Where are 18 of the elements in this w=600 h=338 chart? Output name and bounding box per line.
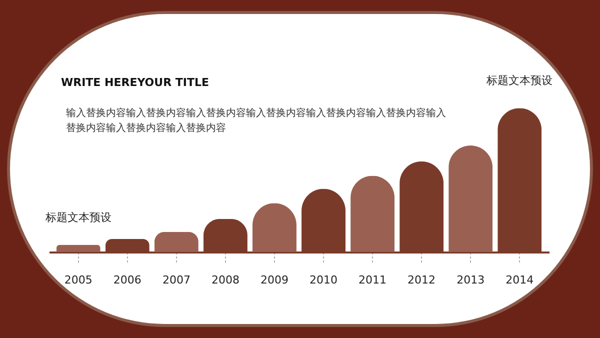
x-tick-label: 2008	[211, 274, 240, 286]
x-tick-label: 2012	[408, 274, 436, 286]
bar	[448, 146, 493, 252]
x-tick-label: 2009	[260, 274, 288, 286]
x-tick-label: 2005	[64, 274, 92, 286]
x-tick-label: 2010	[310, 274, 338, 286]
bar	[154, 232, 198, 252]
bar	[56, 244, 100, 252]
x-tick-label: 2011	[358, 274, 387, 286]
annotation: 标题文本预设	[44, 210, 112, 224]
x-tick-label: 2014	[506, 274, 534, 286]
bar	[350, 176, 395, 252]
annotation: 标题文本预设	[486, 74, 553, 88]
chart-title: WRITE HEREYOUR TITLE	[60, 76, 210, 89]
x-tick-label: 2006	[113, 274, 142, 286]
text: 输入替换内容输入替换内容输入替换内容输入替换内容输入替换内容输入替换内容输入替换内容输入替换内容输入替换内容	[66, 106, 446, 136]
x-tick-label: 2007	[162, 274, 190, 286]
x-tick-label: 2013	[456, 274, 485, 286]
